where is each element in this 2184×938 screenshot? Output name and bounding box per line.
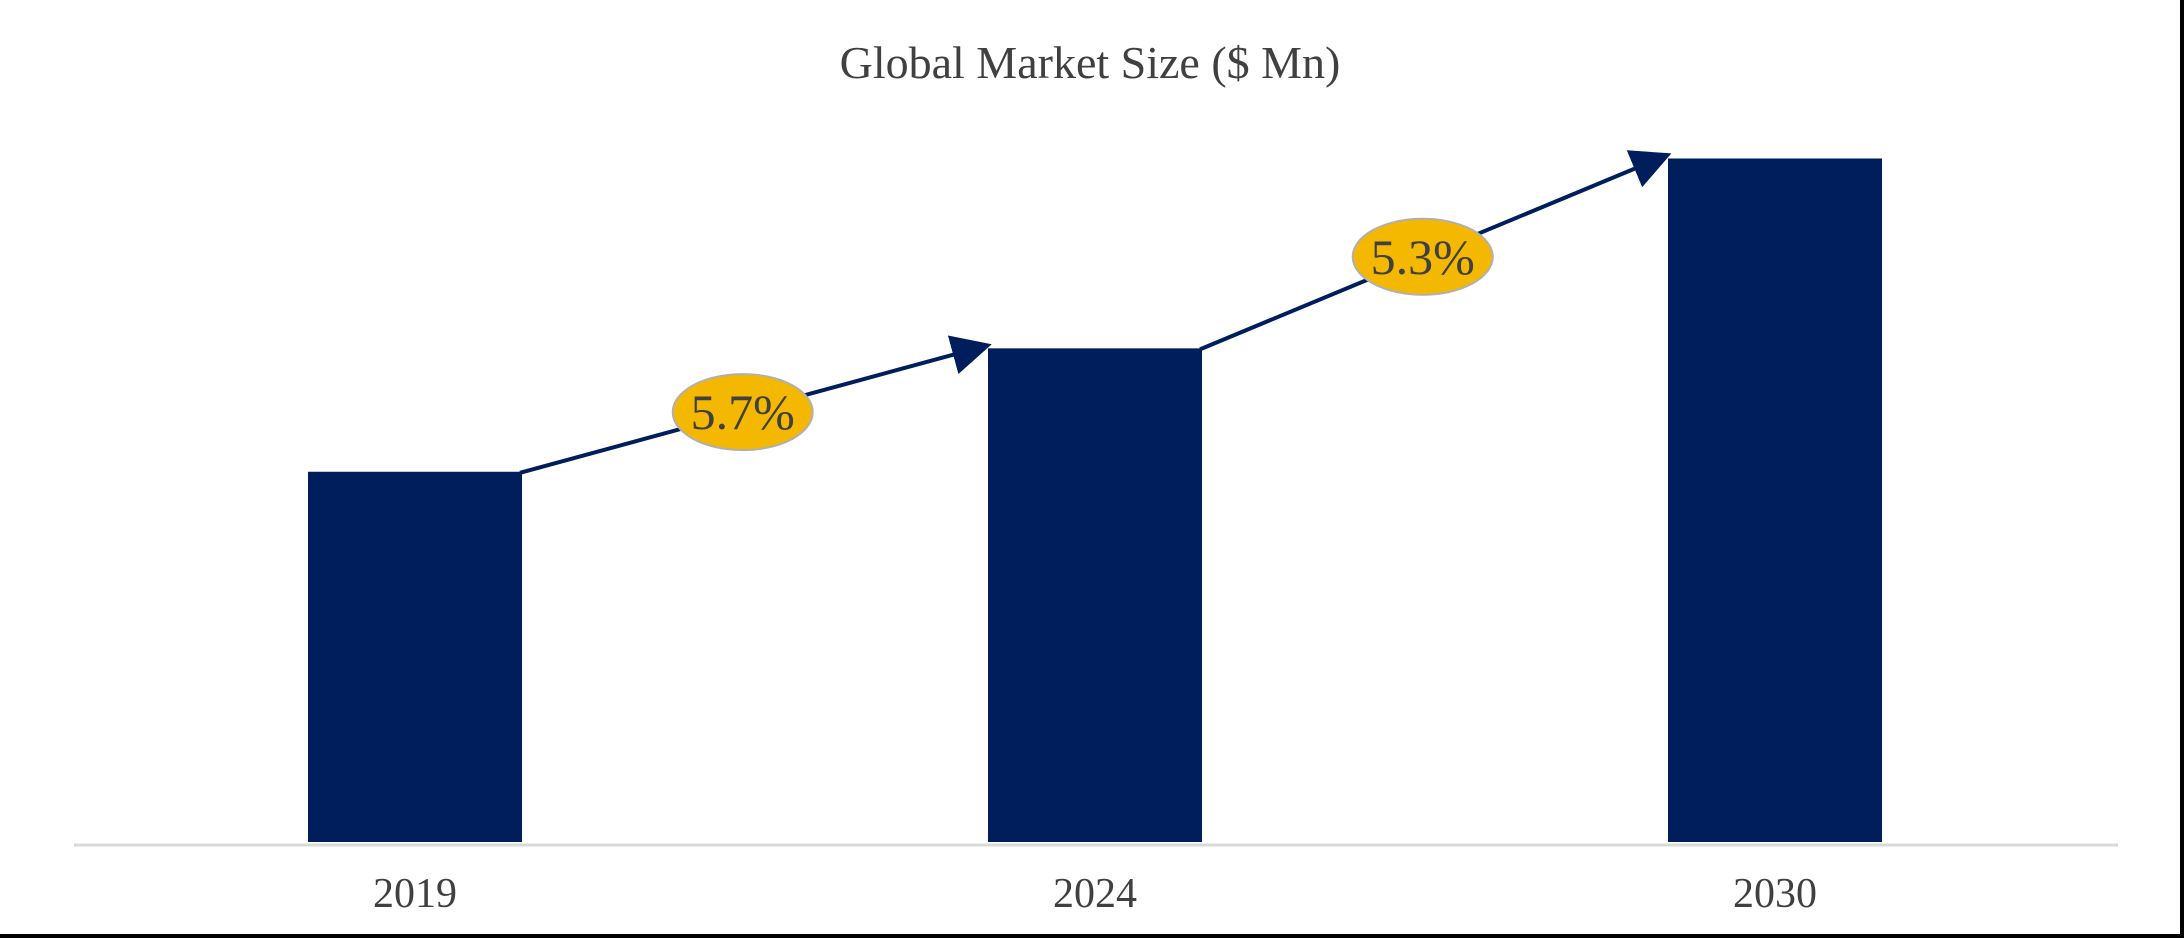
- bar-2024: [988, 348, 1202, 842]
- growth-badge-2019-2024: 5.7%: [671, 373, 814, 452]
- bars-layer: [308, 158, 1882, 843]
- x-tick-label-2030: 2030: [1733, 871, 1817, 917]
- chart-title: Global Market Size ($ Mn): [840, 37, 1341, 88]
- x-tick-labels: 2019 2024 2030: [373, 871, 1817, 917]
- x-tick-label-2019: 2019: [373, 871, 457, 917]
- growth-badge-ellipse: [671, 373, 814, 452]
- growth-rate-label: 5.7%: [691, 384, 795, 440]
- bar-2030: [1668, 158, 1882, 843]
- bar-2019: [308, 471, 522, 842]
- growth-badge-2024-2030: 5.3%: [1351, 217, 1494, 296]
- growth-badge-ellipse: [1351, 217, 1494, 296]
- growth-badges-layer: 5.7% 5.3%: [671, 217, 1494, 452]
- growth-rate-label: 5.3%: [1371, 229, 1475, 285]
- x-tick-label-2024: 2024: [1053, 871, 1137, 917]
